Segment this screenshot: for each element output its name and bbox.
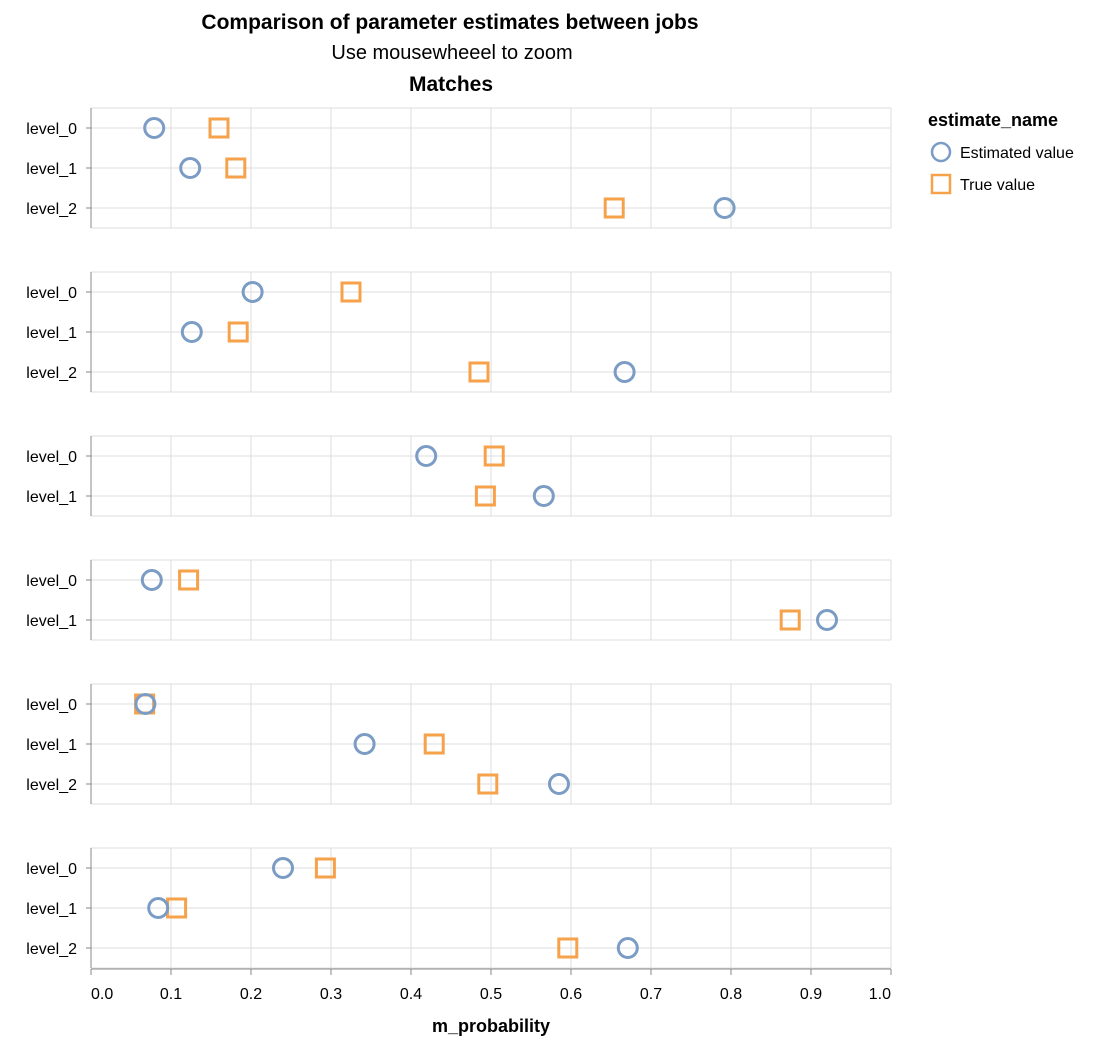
y-tick-label: level_2 — [26, 941, 77, 958]
x-tick-label: 0.2 — [240, 986, 262, 1003]
y-tick-label: level_1 — [26, 325, 77, 342]
true-value-point[interactable] — [178, 569, 200, 591]
x-axis-title: m_probability — [432, 1016, 550, 1036]
x-tick-label: 0.3 — [320, 986, 342, 1003]
true-value-point[interactable] — [227, 321, 249, 343]
x-tick-label: 0.5 — [480, 986, 502, 1003]
legend-square-icon — [930, 173, 952, 195]
y-tick-label: level_0 — [26, 573, 77, 590]
x-axis: 0.0 0.1 0.2 0.3 0.4 0.5 0.6 0.7 0.8 0.9 1.0 — [90, 968, 892, 1003]
true-value-point[interactable] — [468, 361, 490, 383]
y-tick-label: level_2 — [26, 201, 77, 218]
x-tick-label: 1.0 — [869, 986, 891, 1003]
estimated-value-point[interactable] — [713, 197, 736, 219]
true-value-point[interactable] — [340, 281, 362, 303]
x-tick-label: 0.6 — [560, 986, 582, 1003]
y-tick-label: level_1 — [26, 737, 77, 754]
true-value-point[interactable] — [557, 937, 579, 959]
y-tick-label: level_1 — [26, 613, 77, 630]
facet-panel-1: level_0 level_1 level_2 — [26, 271, 892, 393]
estimated-value-point[interactable] — [613, 361, 636, 383]
facet-panel-0: level_0 level_1 level_2 — [26, 107, 892, 229]
true-value-point[interactable] — [474, 485, 496, 507]
y-tick-label: level_0 — [26, 285, 77, 302]
estimated-value-point[interactable] — [816, 609, 838, 631]
y-tick-label: level_1 — [26, 901, 77, 918]
x-tick-label: 0.9 — [800, 986, 822, 1003]
estimated-value-point[interactable] — [415, 445, 438, 467]
y-tick-label: level_0 — [26, 861, 77, 878]
estimated-value-point[interactable] — [272, 857, 294, 879]
y-tick-label: level_0 — [26, 449, 77, 466]
x-tick-label: 0.8 — [720, 986, 742, 1003]
true-value-point[interactable] — [477, 773, 499, 795]
estimated-value-point[interactable] — [353, 733, 376, 755]
estimated-value-point[interactable] — [147, 897, 170, 919]
y-tick-label: level_2 — [26, 777, 77, 794]
x-tick-label: 0.7 — [640, 986, 662, 1003]
facet-panel-2: level_0 level_1 — [26, 435, 892, 517]
facet-title: Matches — [409, 73, 493, 96]
x-tick-label: 0.4 — [400, 986, 422, 1003]
estimated-value-point[interactable] — [532, 485, 555, 507]
legend-label-estimated: Estimated value — [960, 145, 1074, 162]
facet-panel-3: level_0 level_1 — [26, 559, 892, 641]
true-value-point[interactable] — [423, 733, 445, 755]
estimated-value-point[interactable] — [179, 157, 202, 179]
estimated-value-point[interactable] — [134, 693, 157, 715]
true-value-point[interactable] — [314, 857, 336, 879]
legend-circle-icon — [930, 141, 952, 163]
y-tick-label: level_2 — [26, 365, 77, 382]
x-tick-label: 0.0 — [91, 986, 113, 1003]
true-value-point[interactable] — [603, 197, 625, 219]
facet-panel-4: level_0 level_1 level_2 — [26, 683, 892, 805]
x-tick-label: 0.1 — [160, 986, 182, 1003]
estimated-value-point[interactable] — [616, 937, 639, 959]
y-tick-label: level_1 — [26, 161, 77, 178]
true-value-point[interactable] — [225, 157, 247, 179]
legend-title: estimate_name — [928, 110, 1058, 130]
true-value-point[interactable] — [208, 117, 230, 139]
y-tick-label: level_1 — [26, 489, 77, 506]
estimated-value-point[interactable] — [143, 117, 166, 139]
facet-panel-5: level_0 level_1 level_2 — [26, 847, 892, 969]
facet-panels: level_0level_1level_2level_0level_1level… — [26, 107, 892, 969]
estimated-value-point[interactable] — [140, 569, 163, 591]
chart-title: Comparison of parameter estimates betwee… — [201, 11, 698, 34]
estimated-value-point[interactable] — [548, 773, 570, 795]
y-tick-label: level_0 — [26, 697, 77, 714]
estimated-value-point[interactable] — [241, 281, 264, 303]
chart-subtitle: Use mousewheeel to zoom — [331, 42, 572, 64]
legend-label-true: True value — [960, 177, 1035, 194]
true-value-point[interactable] — [779, 609, 801, 631]
estimated-value-point[interactable] — [180, 321, 203, 343]
legend: estimate_name Estimated value True value — [928, 110, 1074, 195]
y-tick-label: level_0 — [26, 121, 77, 138]
true-value-point[interactable] — [483, 445, 505, 467]
